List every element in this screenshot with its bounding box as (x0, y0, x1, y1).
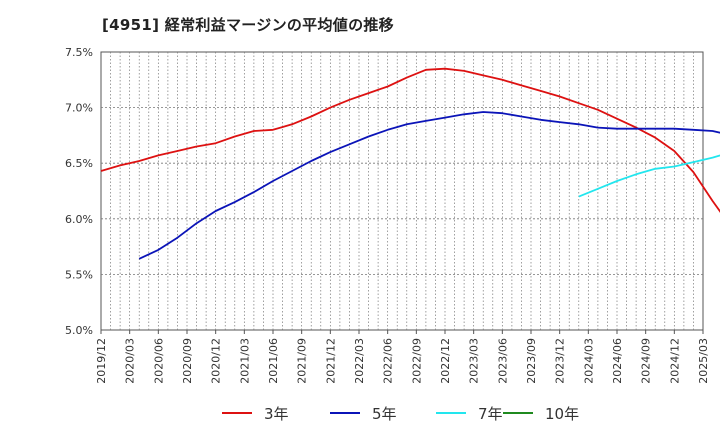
series-line (578, 154, 720, 198)
x-tick-label: 2024/09 (640, 338, 653, 384)
x-tick-label: 2023/09 (525, 338, 538, 384)
legend-item: 7年 (436, 398, 503, 428)
x-tick-label: 2022/09 (410, 338, 423, 384)
y-tick-label: 7.5% (65, 46, 93, 59)
legend-swatch (222, 412, 252, 414)
legend-label: 7年 (478, 404, 503, 423)
chart-title: [4951] 経常利益マージンの平均値の推移 (102, 16, 394, 34)
x-tick-label: 2024/12 (668, 338, 681, 384)
x-tick-label: 2024/03 (582, 338, 595, 384)
legend-item: 5年 (330, 398, 397, 428)
x-tick-label: 2023/12 (554, 338, 567, 384)
y-tick-label: 7.0% (65, 102, 93, 115)
x-tick-label: 2024/06 (611, 338, 624, 384)
x-tick-label: 2025/03 (697, 338, 710, 384)
legend-label: 3年 (264, 404, 289, 423)
x-tick-label: 2021/12 (324, 338, 337, 384)
y-tick-label: 6.5% (65, 157, 93, 170)
legend-swatch (436, 412, 466, 414)
x-tick-label: 2022/06 (382, 338, 395, 384)
x-tick-label: 2020/06 (152, 338, 165, 384)
legend: 3年 5年 7年 10年 (0, 398, 720, 428)
x-tick-label: 2023/03 (468, 338, 481, 384)
legend-item: 3年 (222, 398, 289, 428)
y-tick-label: 6.0% (65, 213, 93, 226)
legend-item: 10年 (503, 398, 579, 428)
legend-swatch (330, 412, 360, 414)
y-tick-label: 5.0% (65, 324, 93, 337)
x-tick-label: 2022/12 (439, 338, 452, 384)
x-tick-label: 2020/03 (124, 338, 137, 384)
y-tick-label: 5.5% (65, 268, 93, 281)
legend-label: 10年 (545, 404, 580, 423)
series-line (100, 67, 720, 213)
x-tick-label: 2021/09 (296, 338, 309, 384)
x-tick-label: 2021/03 (238, 338, 251, 384)
x-tick-label: 2019/12 (95, 338, 108, 384)
x-tick-label: 2021/06 (267, 338, 280, 384)
x-tick-label: 2020/09 (181, 338, 194, 384)
legend-label: 5年 (372, 404, 397, 423)
x-tick-label: 2022/03 (353, 338, 366, 384)
x-tick-label: 2023/06 (496, 338, 509, 384)
legend-swatch (503, 412, 533, 414)
x-tick-label: 2020/12 (210, 338, 223, 384)
plot-area (100, 51, 704, 331)
series-line (138, 111, 720, 260)
